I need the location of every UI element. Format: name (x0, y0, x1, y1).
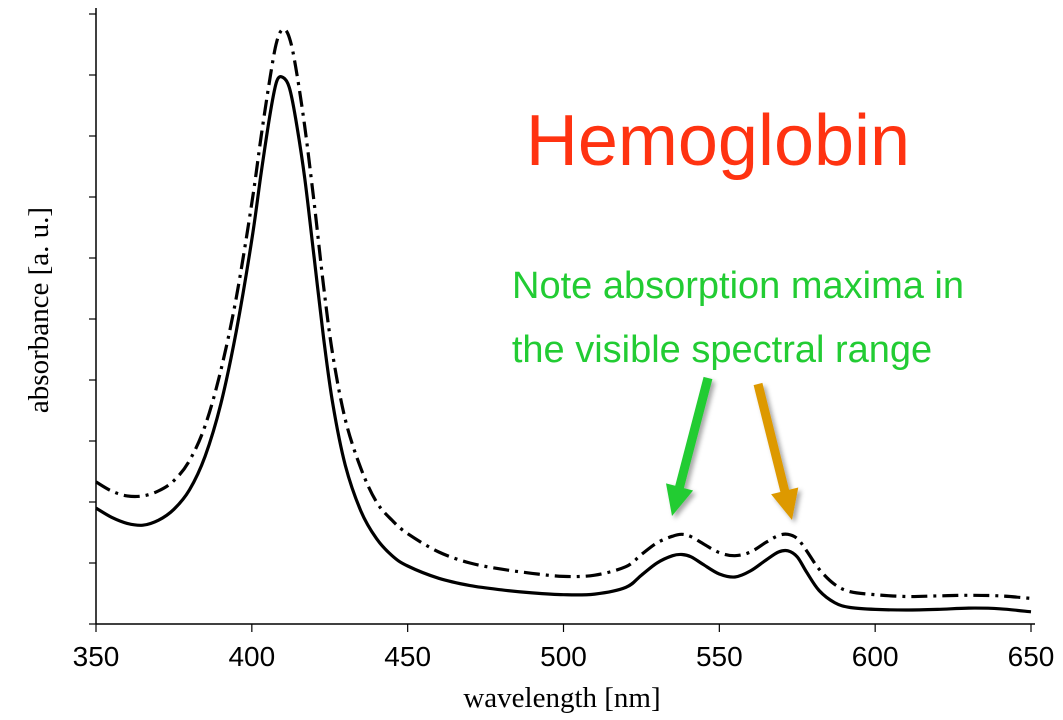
annotation-arrow-1 (666, 376, 713, 516)
annotation-arrow-2 (753, 382, 799, 520)
x-tick-label: 600 (852, 641, 899, 672)
series-line-2-dash-dot (95, 27, 1032, 600)
y-axis (89, 8, 97, 625)
text-layer: Hemoglobin Note absorption maxima in the… (23, 101, 964, 714)
x-tick-label: 550 (696, 641, 743, 672)
annotation-line-2: the visible spectral range (512, 329, 932, 371)
x-tick-label: 350 (73, 641, 120, 672)
series-line-1-solid (95, 75, 1032, 614)
x-tick-label: 650 (1008, 641, 1055, 672)
x-axis: 350 400 450 500 550 600 650 (73, 623, 1055, 672)
arrow-layer (666, 376, 799, 520)
x-axis-label: wavelength [nm] (463, 682, 660, 714)
x-tick-label: 500 (540, 641, 587, 672)
chart-title: Hemoglobin (526, 101, 910, 181)
annotation-line-1: Note absorption maxima in (512, 265, 964, 307)
x-tick-label: 400 (228, 641, 275, 672)
series-layer (95, 27, 1032, 614)
y-axis-label: absorbance [a. u.] (23, 207, 55, 413)
x-tick-label: 450 (384, 641, 431, 672)
